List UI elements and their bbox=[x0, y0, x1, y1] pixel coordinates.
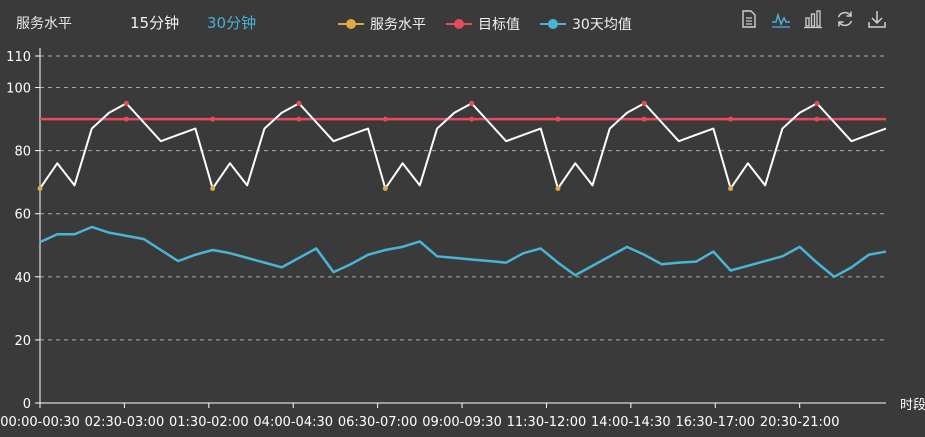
tab-30min[interactable]: 30分钟 bbox=[207, 14, 257, 32]
series-1-point-30 bbox=[555, 116, 561, 122]
series-1-point-45 bbox=[814, 116, 820, 122]
download-icon[interactable] bbox=[867, 9, 887, 29]
x-tick-label-2: 01:30-02:00 bbox=[169, 415, 249, 430]
series-0-peak-point-15 bbox=[296, 100, 302, 106]
y-tick-label-110: 110 bbox=[6, 50, 31, 65]
series-layer bbox=[37, 100, 887, 279]
series-0-low-point-40 bbox=[728, 185, 734, 191]
series-line-0 bbox=[39, 102, 887, 190]
legend-item-service-level[interactable]: 服务水平 bbox=[338, 14, 426, 34]
grid-lines bbox=[40, 55, 886, 341]
series-0-peak-point-35 bbox=[641, 100, 647, 106]
series-0-low-point-30 bbox=[555, 185, 561, 191]
series-1-point-20 bbox=[382, 116, 388, 122]
legend-label-30day-avg: 30天均值 bbox=[572, 17, 632, 33]
y-tick-label-60: 60 bbox=[14, 208, 31, 223]
legend-label-service-level: 服务水平 bbox=[370, 17, 426, 33]
refresh-icon[interactable] bbox=[835, 9, 855, 29]
series-0-peak-point-5 bbox=[123, 100, 129, 106]
series-1-point-10 bbox=[210, 116, 216, 122]
legend-marker-avg-icon bbox=[540, 19, 566, 29]
series-0-peak-point-45 bbox=[814, 100, 820, 106]
chart-title: 服务水平 bbox=[16, 16, 72, 32]
y-tick-label-100: 100 bbox=[6, 82, 31, 97]
tab-15min[interactable]: 15分钟 bbox=[130, 14, 180, 32]
x-tick-label-8: 16:30-17:00 bbox=[675, 415, 755, 430]
x-tick-label-3: 04:00-04:30 bbox=[253, 415, 333, 430]
series-1-point-5 bbox=[123, 116, 129, 122]
series-0-low-point-0 bbox=[37, 185, 43, 191]
series-0-peak-point-25 bbox=[469, 100, 475, 106]
x-tick-label-6: 11:30-12:00 bbox=[507, 415, 587, 430]
line-chart-icon[interactable] bbox=[771, 9, 791, 29]
x-axis-name: 时段 bbox=[900, 398, 925, 413]
legend-label-target: 目标值 bbox=[478, 17, 520, 33]
toolbox bbox=[739, 9, 887, 29]
x-tick-label-5: 09:00-09:30 bbox=[422, 415, 502, 430]
series-1-point-25 bbox=[469, 116, 475, 122]
x-tick-label-4: 06:30-07:00 bbox=[338, 415, 418, 430]
series-0-low-point-10 bbox=[210, 185, 216, 191]
y-tick-label-80: 80 bbox=[14, 145, 31, 160]
legend-item-target[interactable]: 目标值 bbox=[446, 14, 520, 34]
legend: 服务水平 目标值 30天均值 bbox=[338, 14, 632, 34]
y-tick-label-0: 0 bbox=[23, 397, 31, 412]
x-tick-label-1: 02:30-03:00 bbox=[85, 415, 165, 430]
bar-chart-icon[interactable] bbox=[803, 9, 823, 29]
y-tick-label-40: 40 bbox=[14, 271, 31, 286]
legend-marker-target-icon bbox=[446, 19, 472, 29]
legend-item-30day-avg[interactable]: 30天均值 bbox=[540, 14, 632, 34]
x-tick-label-9: 20:30-21:00 bbox=[760, 415, 840, 430]
series-1-point-15 bbox=[296, 116, 302, 122]
series-1-point-40 bbox=[728, 116, 734, 122]
y-tick-label-20: 20 bbox=[14, 334, 31, 349]
x-axis: 00:00-00:30 02:30-03:00 01:30-02:00 04:00-0… bbox=[0, 402, 886, 430]
x-tick-label-0: 00:00-00:30 bbox=[0, 415, 80, 430]
data-view-icon[interactable] bbox=[739, 9, 759, 29]
series-0-low-point-20 bbox=[382, 185, 388, 191]
y-axis: 0 20 40 60 80 100 110 bbox=[6, 48, 41, 412]
series-line-2 bbox=[39, 225, 887, 279]
series-1-point-35 bbox=[641, 116, 647, 122]
x-tick-label-7: 14:00-14:30 bbox=[591, 415, 671, 430]
legend-marker-service-icon bbox=[338, 19, 364, 29]
